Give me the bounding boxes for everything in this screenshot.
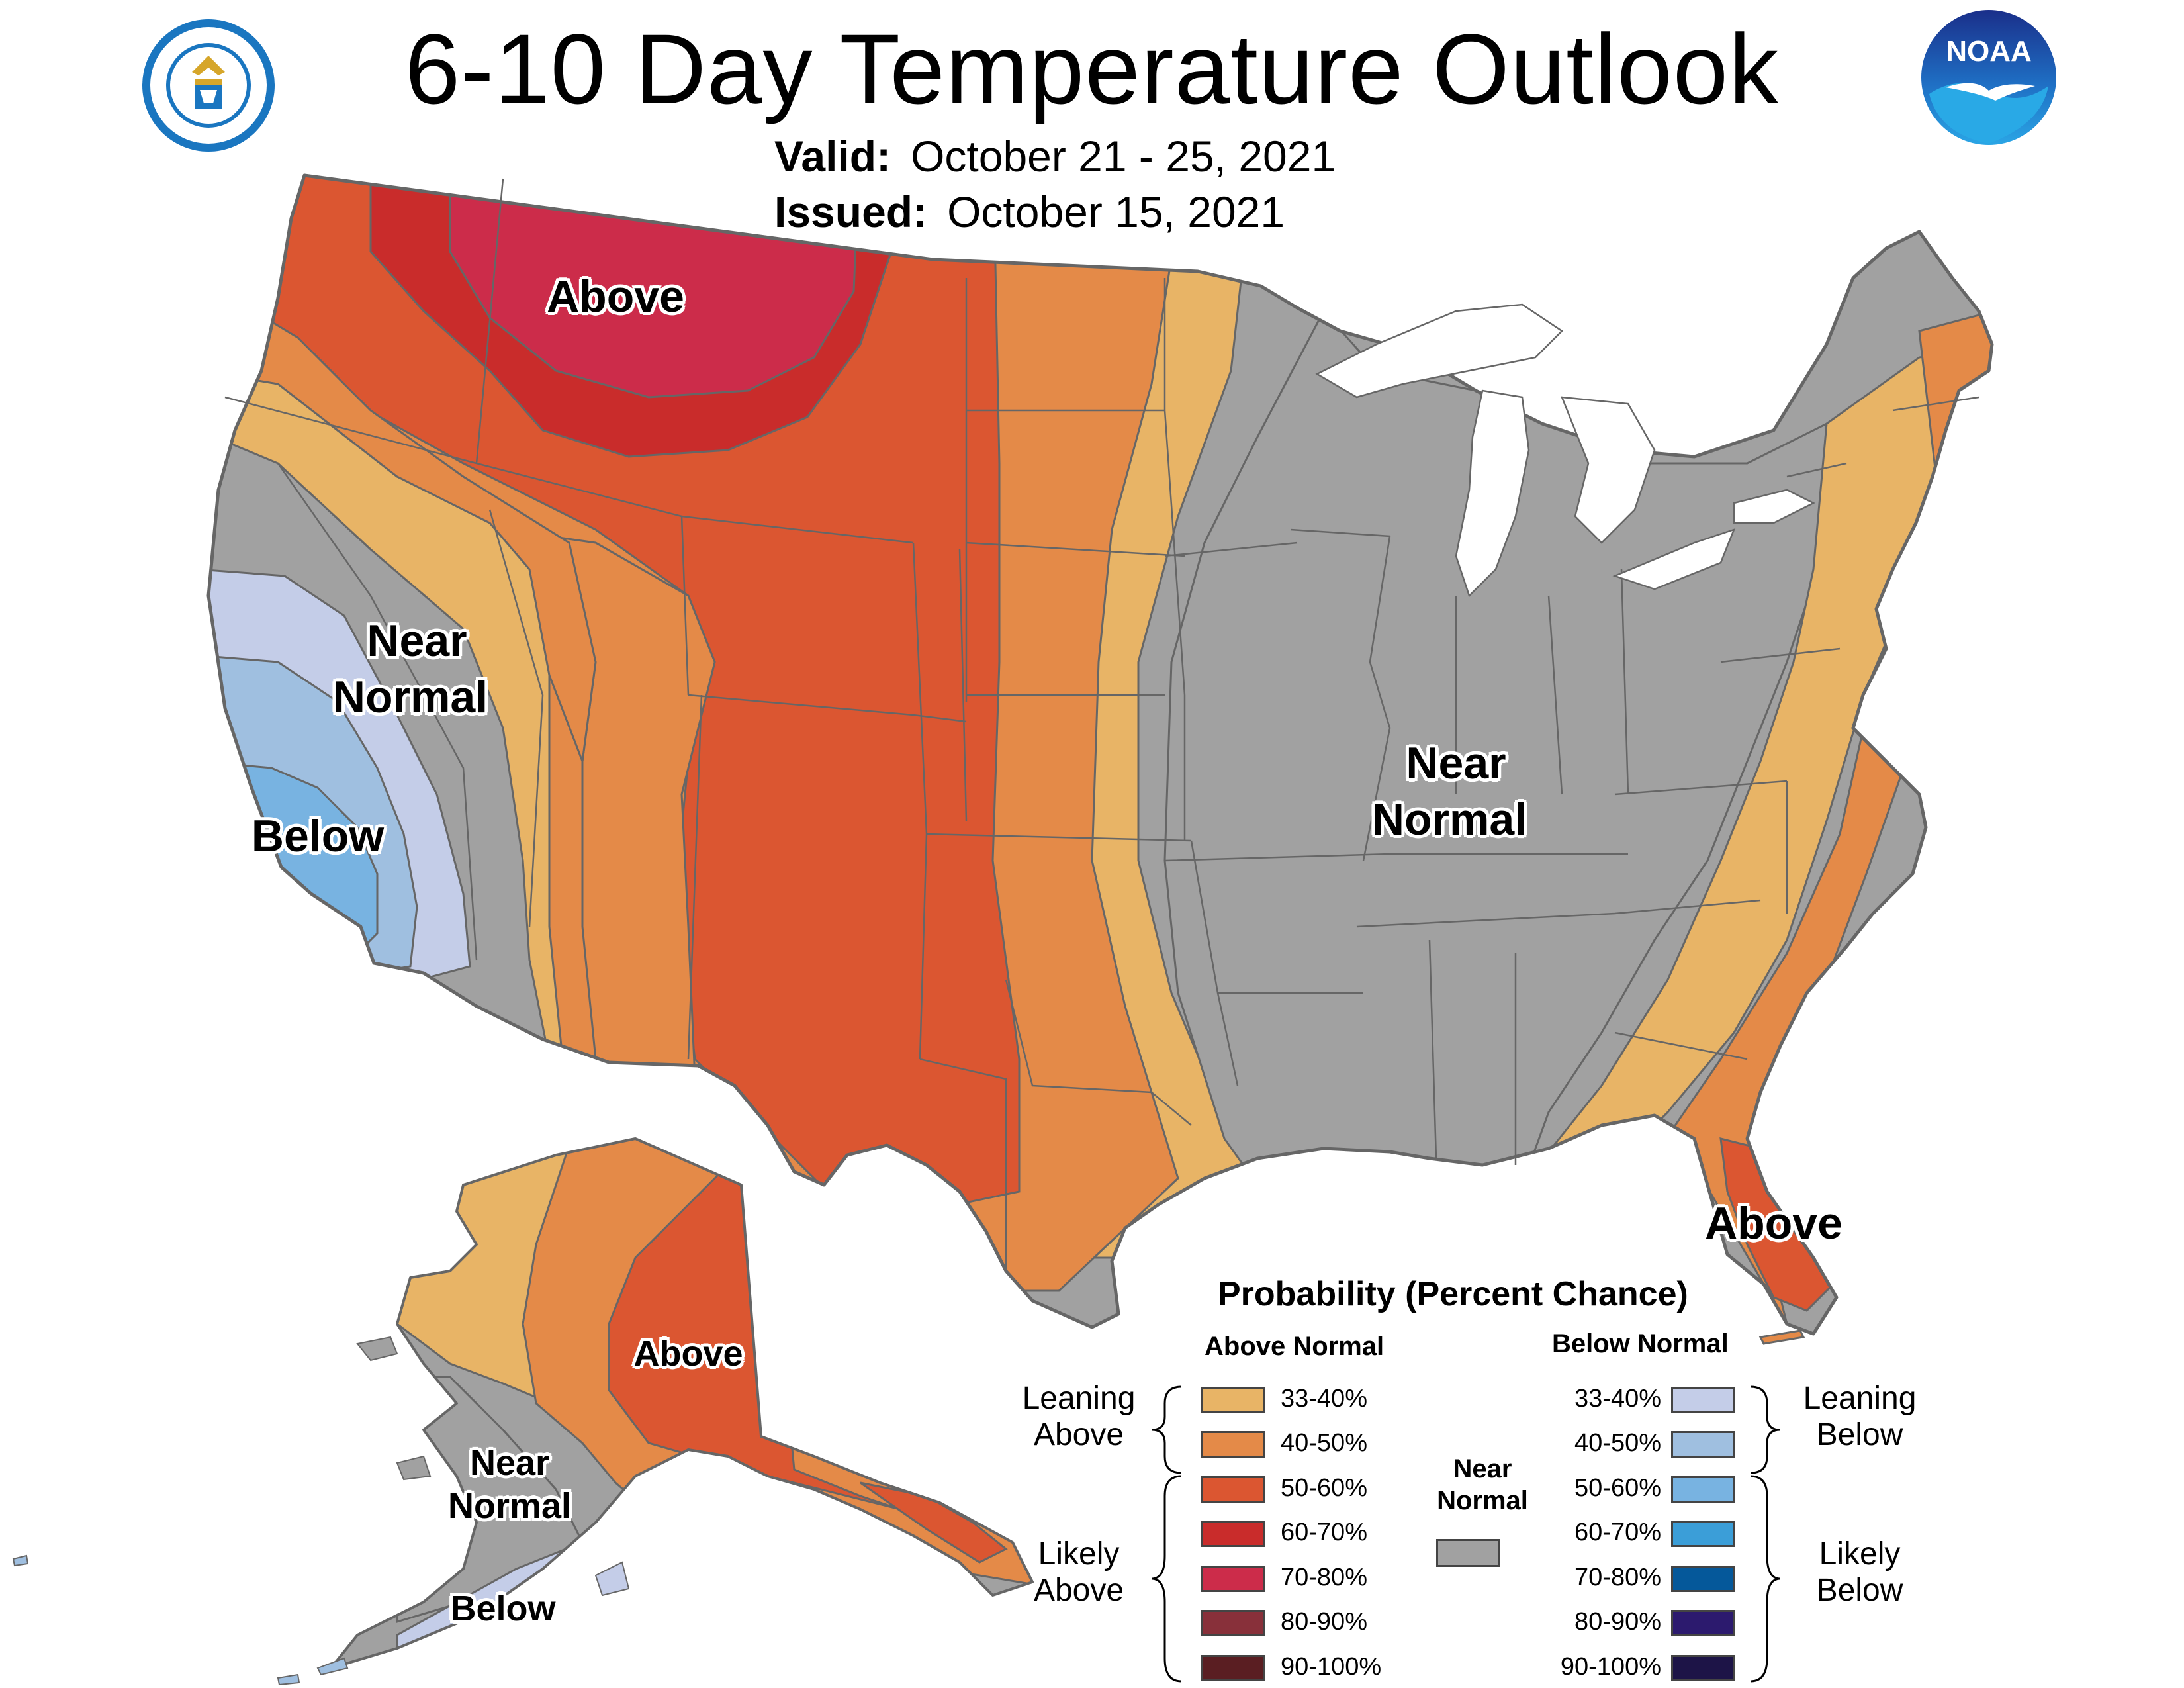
label-alaska-near-1: Near — [469, 1443, 550, 1483]
legend-likely-above-2: Above — [1033, 1573, 1124, 1609]
label-alaska-near-2: Normal — [447, 1486, 572, 1526]
island-kodiak — [594, 1561, 630, 1597]
swatch-below-60-70 — [1671, 1521, 1735, 1547]
swatch-near-normal — [1436, 1539, 1500, 1567]
swatch-below-33-40 — [1671, 1387, 1735, 1413]
legend-likely-below: Likely Below — [1787, 1536, 1933, 1609]
legend-likely-above: Likely Above — [1006, 1536, 1152, 1609]
issued-label: Issued: — [774, 187, 928, 236]
legend-below-header: Below Normal — [1552, 1329, 1729, 1358]
label-east-near-2: Normal — [1371, 794, 1527, 845]
pct-above-90-100: 90-100% — [1281, 1653, 1382, 1681]
brace-leaning-below — [1750, 1385, 1781, 1474]
valid-value: October 21 - 25, 2021 — [911, 132, 1336, 181]
legend-leaning-below-1: Leaning — [1803, 1381, 1917, 1416]
swatch-below-40-50 — [1671, 1431, 1735, 1458]
pct-above-60-70: 60-70% — [1281, 1519, 1367, 1546]
legend-leaning-below: Leaning Below — [1787, 1380, 1933, 1453]
zone-above-40-50-oregon — [208, 276, 597, 762]
legend-leaning-above-1: Leaning — [1022, 1381, 1136, 1416]
lake-erie — [1612, 528, 1736, 590]
conus-outline — [206, 173, 1994, 1336]
pct-below-40-50: 40-50% — [1574, 1429, 1661, 1457]
page-title: 6-10 Day Temperature Outlook — [404, 13, 1780, 124]
lake-superior — [1315, 303, 1563, 399]
swatch-above-33-40 — [1201, 1387, 1265, 1413]
valid-label: Valid: — [774, 132, 891, 181]
swatch-above-70-80 — [1201, 1566, 1265, 1592]
legend-title: Probability (Percent Chance) — [1218, 1275, 1688, 1313]
pct-above-33-40: 33-40% — [1281, 1385, 1367, 1413]
brace-leaning-above — [1151, 1385, 1182, 1474]
florida-keys — [1758, 1329, 1805, 1345]
issued-value: October 15, 2021 — [947, 187, 1285, 236]
pct-below-80-90: 80-90% — [1574, 1608, 1661, 1636]
legend-near-normal-1: Near — [1453, 1454, 1512, 1483]
island-nunivak — [396, 1455, 432, 1481]
lake-huron — [1561, 396, 1656, 544]
swatch-above-80-90 — [1201, 1610, 1265, 1636]
pct-above-40-50: 40-50% — [1281, 1429, 1367, 1457]
legend-likely-above-1: Likely — [1038, 1536, 1120, 1571]
legend-near-normal-2: Normal — [1437, 1486, 1528, 1515]
aleutian-chain — [12, 1554, 349, 1686]
label-california-below: Below — [251, 811, 385, 861]
alaska-outline — [330, 1137, 1034, 1669]
island-st-lawrence — [356, 1336, 398, 1362]
zone-near-normal-east-wedge — [1163, 309, 1828, 1186]
legend-likely-below-1: Likely — [1819, 1536, 1901, 1571]
legend-leaning-below-2: Below — [1816, 1417, 1903, 1453]
noaa-logo-text: NOAA — [1946, 35, 2032, 68]
pct-below-33-40: 33-40% — [1574, 1385, 1661, 1413]
pct-above-70-80: 70-80% — [1281, 1564, 1367, 1591]
swatch-below-90-100 — [1671, 1655, 1735, 1681]
department-of-commerce-seal — [142, 19, 275, 152]
swatch-above-90-100 — [1201, 1655, 1265, 1681]
label-florida-above: Above — [1705, 1198, 1843, 1248]
great-lakes — [1315, 303, 1815, 598]
pct-below-70-80: 70-80% — [1574, 1564, 1661, 1591]
brace-likely-below — [1750, 1475, 1781, 1683]
label-alaska-above: Above — [633, 1334, 743, 1374]
pct-below-90-100: 90-100% — [1560, 1653, 1661, 1681]
legend-leaning-above-2: Above — [1033, 1417, 1124, 1453]
pct-above-80-90: 80-90% — [1281, 1608, 1367, 1636]
brace-likely-above — [1151, 1475, 1182, 1683]
pct-below-60-70: 60-70% — [1574, 1519, 1661, 1546]
conus-borders — [206, 173, 1994, 1336]
issued-date: Issued: October 15, 2021 — [774, 187, 1285, 237]
label-west-near-1: Near — [367, 616, 467, 666]
lake-michigan — [1455, 389, 1530, 598]
swatch-above-40-50 — [1201, 1431, 1265, 1458]
legend-near-normal-label: Near Normal — [1436, 1453, 1529, 1517]
valid-dates: Valid: October 21 - 25, 2021 — [774, 131, 1336, 181]
swatch-below-50-60 — [1671, 1476, 1735, 1503]
pct-below-50-60: 50-60% — [1574, 1474, 1661, 1502]
legend-above-header: Above Normal — [1205, 1332, 1385, 1361]
swatch-below-80-90 — [1671, 1610, 1735, 1636]
label-west-near-2: Normal — [332, 672, 488, 722]
legend-leaning-above: Leaning Above — [1006, 1380, 1152, 1453]
state-borders — [224, 175, 1979, 1271]
alaska-islands — [12, 1336, 630, 1686]
label-east-near-1: Near — [1406, 738, 1506, 788]
label-northwest-above: Above — [547, 271, 684, 322]
pct-above-50-60: 50-60% — [1281, 1474, 1367, 1502]
legend-likely-below-2: Below — [1816, 1573, 1903, 1609]
swatch-above-50-60 — [1201, 1476, 1265, 1503]
noaa-logo: NOAA — [1921, 10, 2056, 145]
swatch-above-60-70 — [1201, 1521, 1265, 1547]
label-alaska-below: Below — [450, 1589, 556, 1628]
lake-ontario — [1733, 489, 1815, 524]
swatch-below-70-80 — [1671, 1566, 1735, 1592]
